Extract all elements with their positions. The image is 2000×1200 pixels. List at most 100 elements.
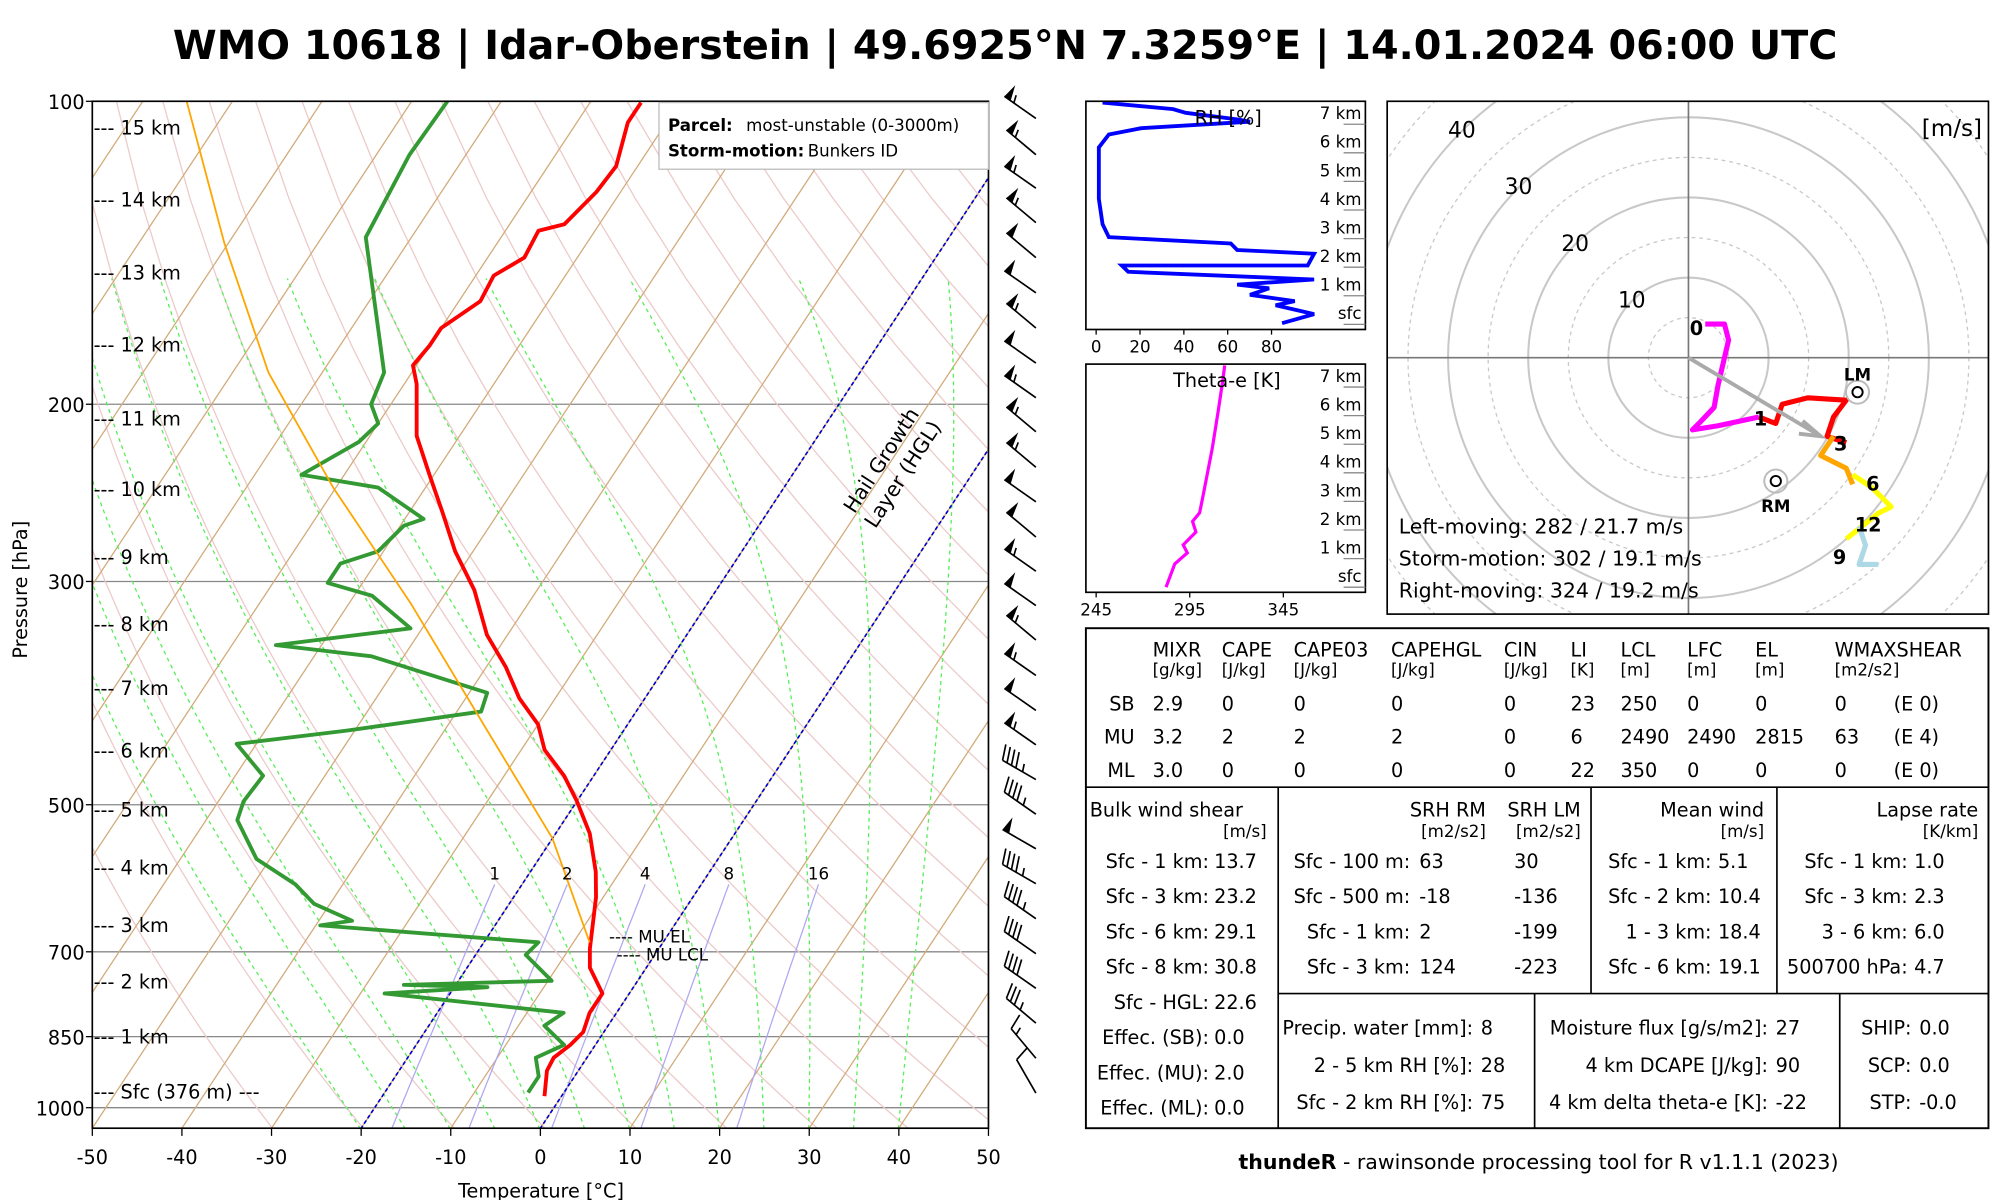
hodograph-ring	[1387, 101, 1989, 615]
bulk-shear-value: 0.0	[1214, 1026, 1245, 1049]
mixing-ratio-label: 8	[724, 864, 735, 883]
bulk-shear-title: Bulk wind shear	[1090, 799, 1243, 822]
param-header: LCL	[1621, 638, 1656, 661]
param-effective: (E 0)	[1894, 759, 1939, 782]
wind-barb	[1005, 396, 1037, 433]
param-value: 0	[1222, 692, 1234, 715]
height-label: --- 14 km	[94, 188, 181, 211]
moisture-value: 28	[1481, 1054, 1505, 1077]
legend-parcel-value: most-unstable (0-3000m)	[746, 116, 959, 135]
lapse-rate-value: 4.7	[1914, 956, 1945, 979]
pressure-tick-label: 1000	[36, 1097, 85, 1120]
moisture-value: 75	[1481, 1091, 1505, 1114]
param-header: MIXR	[1153, 638, 1202, 661]
wind-barb	[1003, 468, 1037, 503]
skew-t-frame	[91, 100, 990, 1130]
param-unit: [J/kg]	[1294, 661, 1338, 680]
wind-barb	[1005, 502, 1037, 538]
lapse-rate-label: Sfc - 3 km:	[1804, 885, 1907, 908]
height-label: --- 4 km	[94, 856, 169, 879]
flux-value: -22	[1776, 1091, 1807, 1114]
param-row-name: ML	[1107, 759, 1135, 782]
param-row-name: SB	[1109, 692, 1134, 715]
moisture-label: 2 - 5 km RH [%]:	[1314, 1054, 1473, 1077]
rh-title: RH [%]	[1195, 106, 1262, 129]
param-header: LFC	[1687, 638, 1722, 661]
rh-height-label: 2 km	[1320, 247, 1362, 266]
mean-wind-value: 5.1	[1718, 850, 1749, 873]
hodograph-ring-label: 30	[1505, 175, 1533, 200]
mean-wind-title: Mean wind	[1660, 799, 1764, 822]
dry-adiabat	[580, 101, 989, 641]
wind-barb	[1003, 537, 1037, 572]
wind-barb	[1005, 187, 1037, 224]
param-value: 0	[1294, 759, 1306, 782]
x-axis-label: Temperature [°C]	[457, 1179, 624, 1200]
hail-growth-isotherm	[539, 447, 989, 1129]
param-unit: [J/kg]	[1504, 661, 1548, 680]
bulk-shear-label: Sfc - 3 km:	[1106, 885, 1209, 908]
param-value: 0	[1504, 726, 1516, 749]
figure-title: WMO 10618 | Idar-Oberstein | 49.6925°N 7…	[173, 23, 1837, 69]
pressure-tick-label: 300	[48, 571, 85, 594]
rh-height-label: 4 km	[1320, 190, 1362, 209]
param-header: CAPE03	[1294, 638, 1369, 661]
param-value: 0	[1391, 759, 1403, 782]
mixing-ratio-line	[735, 884, 820, 1129]
theta-e-height-label: 7 km	[1320, 367, 1362, 386]
param-effective: (E 4)	[1894, 726, 1939, 749]
wind-barb	[1005, 432, 1037, 468]
srh-label: Sfc - 500 m:	[1294, 885, 1411, 908]
moist-adiabat	[628, 278, 811, 1129]
rh-x-tick-label: 0	[1091, 338, 1102, 357]
moist-adiabat	[286, 278, 675, 1129]
flux-label: 4 km delta theta-e [K]:	[1549, 1091, 1768, 1114]
param-value: 0	[1504, 692, 1516, 715]
legend-box	[658, 101, 990, 170]
isotherm	[92, 101, 771, 1129]
param-value: 2490	[1687, 726, 1736, 749]
hodograph-height-label: 3	[1834, 432, 1847, 455]
temp-tick-label: 30	[797, 1146, 821, 1169]
srh-rm-title: SRH RM	[1410, 799, 1486, 822]
param-unit: [J/kg]	[1222, 661, 1266, 680]
theta-e-title: Theta-e [K]	[1172, 369, 1281, 392]
dry-adiabat	[92, 700, 365, 1129]
moist-adiabat	[111, 278, 541, 1129]
isotherm	[92, 101, 233, 315]
hodograph-height-label: 0	[1690, 317, 1703, 340]
hodograph-ring	[1208, 0, 2000, 838]
mean-wind-unit: [m/s]	[1721, 822, 1765, 841]
bulk-shear-label: Effec. (SB):	[1102, 1026, 1209, 1049]
moist-adiabat	[92, 355, 496, 1129]
moisture-value: 8	[1481, 1017, 1493, 1040]
moisture-label: Precip. water [mm]:	[1282, 1017, 1473, 1040]
srh-label: Sfc - 3 km:	[1307, 956, 1410, 979]
srh-rm-value: 124	[1419, 956, 1456, 979]
temp-tick-label: -10	[435, 1146, 466, 1169]
hodograph-height-label: 12	[1855, 513, 1882, 536]
param-value: 0	[1687, 692, 1699, 715]
rh-height-label: 7 km	[1320, 104, 1362, 123]
param-value: 0	[1687, 759, 1699, 782]
flux-label: 4 km DCAPE [J/kg]:	[1585, 1054, 1767, 1077]
composite-value: 0.0	[1919, 1017, 1950, 1040]
hodograph-frame	[1386, 100, 1990, 615]
bulk-shear-value: 13.7	[1214, 850, 1257, 873]
param-value: 0	[1835, 692, 1847, 715]
moist-adiabat	[92, 478, 451, 1129]
isotherm	[92, 101, 323, 451]
param-unit: [g/kg]	[1153, 661, 1202, 680]
bulk-shear-value: 23.2	[1214, 885, 1257, 908]
param-header: CIN	[1504, 638, 1537, 661]
param-value: 63	[1835, 726, 1859, 749]
theta-e-height-label: 1 km	[1320, 538, 1362, 557]
pressure-tick-label: 850	[48, 1026, 85, 1049]
hodograph-segment	[1689, 321, 1760, 433]
param-unit: [m]	[1621, 661, 1650, 680]
srh-lm-value: -223	[1514, 956, 1558, 979]
bulk-shear-label: Sfc - HGL:	[1114, 991, 1209, 1014]
lapse-rate-value: 1.0	[1914, 850, 1945, 873]
